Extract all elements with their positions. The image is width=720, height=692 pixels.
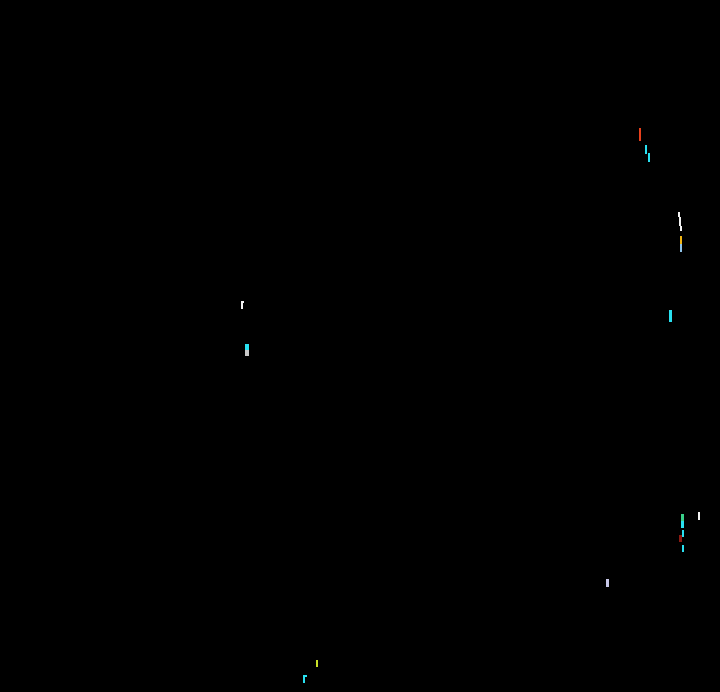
white-diagonal-streak-right-pixel — [679, 218, 681, 219]
white-diagonal-streak-right — [678, 212, 682, 231]
white-diagonal-streak-right-pixel — [678, 215, 680, 216]
white-diagonal-streak-right-pixel — [678, 214, 680, 215]
cyan-tick-upper-right-a — [645, 145, 647, 154]
cyan-tick-lower-right-b — [682, 545, 684, 552]
white-diagonal-streak-right-pixel — [680, 230, 682, 231]
white-diagonal-streak-right-pixel — [680, 228, 682, 229]
white-glyph-center-left-arm — [242, 301, 244, 303]
white-diagonal-streak-right-pixel — [679, 223, 681, 224]
white-diagonal-streak-right-pixel — [678, 216, 680, 217]
white-diagonal-streak-right-pixel — [679, 220, 681, 221]
white-diagonal-streak-right-pixel — [678, 213, 680, 214]
red-orange-tick-upper-right — [639, 128, 641, 141]
cyan-white-glyph-center-left — [245, 344, 249, 356]
lavender-tick-bottom-center — [606, 579, 609, 587]
cyan-tick-upper-right-b — [648, 153, 650, 162]
green-cyan-cluster-right — [681, 514, 684, 528]
yellow-green-tick-bottom-left — [316, 660, 318, 667]
white-glyph-center-left-stem — [241, 301, 243, 309]
cyan-glyph-bottom-left — [303, 675, 307, 683]
cyan-glyph-bottom-left-arm — [305, 675, 307, 677]
white-diagonal-streak-right-pixel — [679, 221, 681, 222]
white-diagonal-streak-right-pixel — [680, 226, 682, 227]
cyan-glyph-bottom-left-stem — [303, 675, 305, 683]
white-glyph-center-left — [241, 301, 244, 309]
white-diagonal-streak-right-pixel — [678, 212, 680, 213]
white-diagonal-streak-right-pixel — [679, 219, 681, 220]
cyan-white-glyph-center-left-lower-segment — [245, 350, 249, 356]
cyan-tick-lower-right — [682, 530, 684, 537]
dark-red-mark-lower-right — [679, 535, 682, 542]
cyan-tick-right-middle — [669, 310, 672, 322]
white-diagonal-streak-right-pixel — [680, 229, 682, 230]
yellow-tick-right — [680, 236, 682, 244]
white-diagonal-streak-right-pixel — [679, 222, 681, 223]
pale-blue-tick-right — [680, 244, 682, 252]
cyan-white-glyph-center-left-upper-segment — [245, 344, 249, 350]
white-diagonal-streak-right-pixel — [679, 217, 681, 218]
white-diagonal-streak-right-pixel — [680, 227, 682, 228]
green-cyan-cluster-right-upper-segment — [681, 514, 684, 521]
green-cyan-cluster-right-lower-segment — [681, 521, 684, 528]
white-diagonal-streak-right-pixel — [679, 225, 681, 226]
white-tick-far-right — [698, 512, 700, 520]
white-diagonal-streak-right-pixel — [679, 224, 681, 225]
